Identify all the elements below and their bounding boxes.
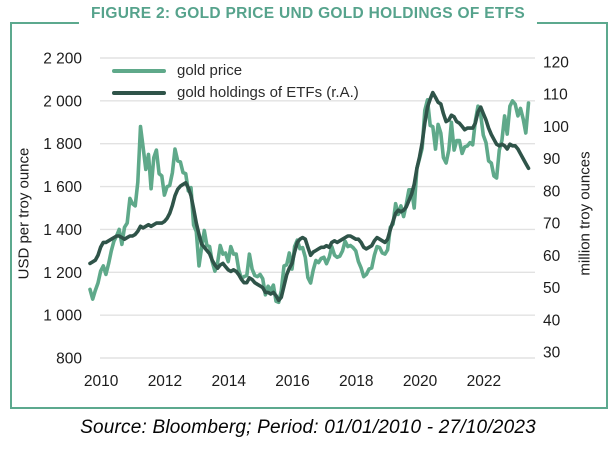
gold-price-line (88, 98, 531, 305)
x-axis-tick-label: 2010 (84, 373, 119, 390)
legend: gold price gold holdings of ETFs (r.A.) (112, 60, 359, 104)
right-axis-tick-label: 60 (543, 248, 561, 265)
left-axis-tick-label: 800 (56, 351, 82, 368)
left-axis-tick-label: 1 800 (43, 136, 82, 153)
x-axis-tick-label: 2018 (339, 373, 373, 390)
x-axis-tick-label: 2016 (275, 373, 309, 390)
gold-holdings-line (88, 90, 531, 303)
right-axis-title: million troy ounces (576, 151, 594, 276)
figure-title: FIGURE 2: GOLD PRICE UND GOLD HOLDINGS O… (78, 3, 538, 24)
legend-label: gold holdings of ETFs (r.A.) (177, 84, 359, 101)
legend-item-gold-holdings: gold holdings of ETFs (r.A.) (112, 82, 359, 104)
right-axis-tick-label: 110 (543, 87, 568, 104)
right-axis-tick-label: 80 (543, 183, 561, 200)
right-axis-tick-label: 90 (543, 151, 561, 168)
legend-item-gold-price: gold price (112, 60, 359, 82)
gold-price-swatch (112, 69, 166, 73)
left-axis-tick-label: 2 000 (43, 93, 82, 110)
x-axis-tick-label: 2022 (467, 373, 501, 390)
legend-label: gold price (177, 62, 243, 79)
right-axis-tick-label: 120 (543, 55, 569, 72)
left-axis-tick-label: 1 600 (43, 179, 82, 196)
right-axis-tick-label: 50 (543, 280, 561, 297)
x-axis-tick-label: 2012 (148, 373, 182, 390)
right-axis-tick-label: 100 (543, 119, 569, 136)
right-axis-tick-label: 40 (543, 312, 561, 329)
left-axis-tick-label: 1 400 (43, 222, 82, 239)
left-axis-tick-label: 1 000 (43, 308, 82, 325)
left-axis-tick-label: 1 200 (43, 265, 82, 282)
x-axis-tick-label: 2020 (403, 373, 438, 390)
left-axis-tick-label: 2 200 (43, 51, 82, 68)
right-axis-tick-label: 70 (543, 216, 561, 233)
right-axis-tick-label: 30 (543, 345, 561, 362)
source-caption: Source: Bloomberg; Period: 01/01/2010 - … (80, 417, 536, 438)
left-axis-title: USD per troy ounce (15, 147, 33, 280)
gold-holdings-swatch (112, 91, 166, 95)
x-axis-tick-label: 2014 (211, 373, 246, 390)
